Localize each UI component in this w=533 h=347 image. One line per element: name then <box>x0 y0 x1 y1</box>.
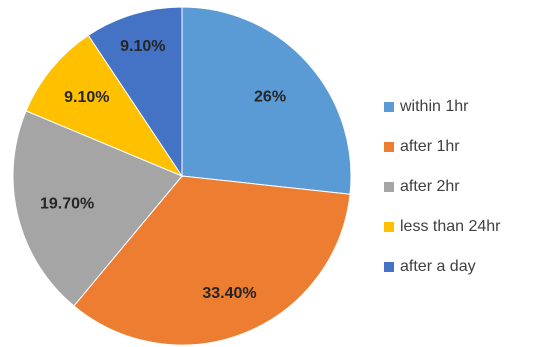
pie-data-labels: 26% 33.40% 19.70% 9.10% 9.10% <box>40 38 286 302</box>
pie-slices <box>12 6 352 346</box>
legend-label: after a day <box>400 258 476 275</box>
legend-item-after-1hr: after 1hr <box>384 127 501 167</box>
data-label-less-than-24hr: 9.10% <box>64 89 109 106</box>
legend-label: after 2hr <box>400 178 460 195</box>
pie-slice-within-1hr <box>181 6 352 195</box>
legend-item-after-a-day: after a day <box>384 247 501 287</box>
pie-slice-after-1hr <box>73 175 351 346</box>
pie-slice-less-than-24hr <box>25 34 184 178</box>
legend-item-within-1hr: within 1hr <box>384 87 501 127</box>
legend-label: after 1hr <box>400 138 460 155</box>
legend-item-less-than-24hr: less than 24hr <box>384 207 501 247</box>
chart-legend: within 1hr after 1hr after 2hr less than… <box>384 87 501 287</box>
legend-swatch <box>384 222 394 232</box>
legend-swatch <box>384 142 394 152</box>
pie-slice-after-2hr <box>12 110 183 307</box>
legend-swatch <box>384 182 394 192</box>
legend-swatch <box>384 102 394 112</box>
data-label-after-a-day: 9.10% <box>120 38 165 55</box>
data-label-within-1hr: 26% <box>254 88 286 105</box>
legend-label: less than 24hr <box>400 218 501 235</box>
data-label-after-2hr: 19.70% <box>40 196 94 213</box>
legend-item-after-2hr: after 2hr <box>384 167 501 207</box>
legend-label: within 1hr <box>400 98 469 115</box>
legend-swatch <box>384 262 394 272</box>
data-label-after-1hr: 33.40% <box>202 285 256 302</box>
pie-slice-after-a-day <box>87 6 183 178</box>
